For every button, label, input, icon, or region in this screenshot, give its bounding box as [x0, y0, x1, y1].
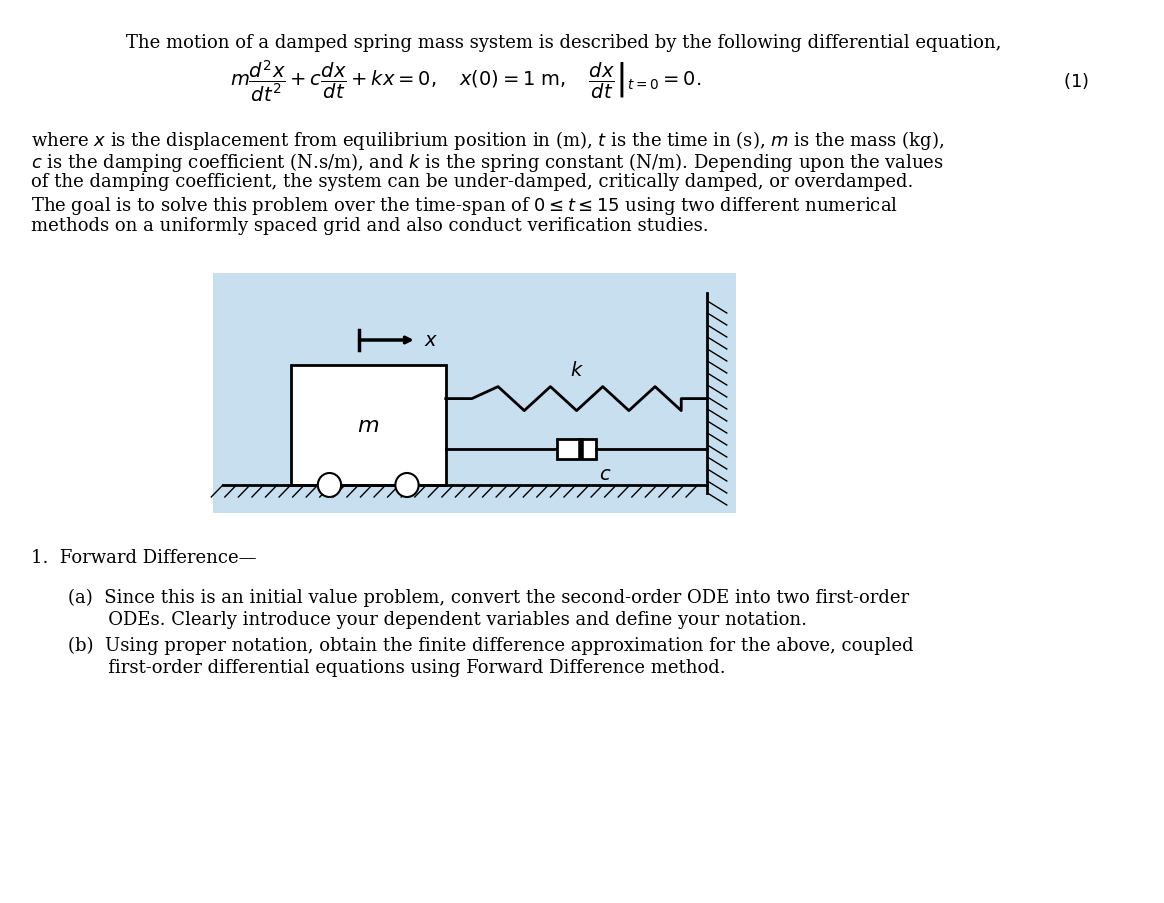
- Text: $c$ is the damping coefficient (N.s/m), and $k$ is the spring constant (N/m). De: $c$ is the damping coefficient (N.s/m), …: [31, 151, 944, 173]
- FancyBboxPatch shape: [213, 274, 737, 514]
- Text: $m$: $m$: [357, 414, 379, 436]
- Text: (b)  Using proper notation, obtain the finite difference approximation for the a: (b) Using proper notation, obtain the fi…: [68, 637, 914, 655]
- Text: The motion of a damped spring mass system is described by the following differen: The motion of a damped spring mass syste…: [126, 34, 1002, 52]
- Circle shape: [396, 473, 419, 498]
- Text: The goal is to solve this problem over the time-span of $0 \leq t \leq 15$ using: The goal is to solve this problem over t…: [31, 195, 899, 217]
- Text: methods on a uniformly spaced grid and also conduct verification studies.: methods on a uniformly spaced grid and a…: [31, 217, 709, 235]
- Text: $(1)$: $(1)$: [1063, 71, 1088, 91]
- Text: first-order differential equations using Forward Difference method.: first-order differential equations using…: [68, 658, 725, 676]
- Text: $x$: $x$: [425, 331, 439, 349]
- Text: where $x$ is the displacement from equilibrium position in (m), $t$ is the time : where $x$ is the displacement from equil…: [31, 129, 944, 152]
- Bar: [558, 440, 596, 460]
- Text: (a)  Since this is an initial value problem, convert the second-order ODE into t: (a) Since this is an initial value probl…: [68, 589, 909, 607]
- Text: $m\dfrac{d^2x}{dt^2} + c\dfrac{dx}{dt} + kx = 0,$$\quad x(0) = 1\ \mathrm{m},$$\: $m\dfrac{d^2x}{dt^2} + c\dfrac{dx}{dt} +…: [229, 58, 701, 104]
- Text: 1.  Forward Difference—: 1. Forward Difference—: [31, 548, 256, 566]
- Bar: [291, 366, 446, 486]
- Text: $c$: $c$: [599, 465, 612, 483]
- Text: ODEs. Clearly introduce your dependent variables and define your notation.: ODEs. Clearly introduce your dependent v…: [68, 610, 807, 628]
- Text: of the damping coefficient, the system can be under-damped, critically damped, o: of the damping coefficient, the system c…: [31, 172, 914, 191]
- Circle shape: [318, 473, 341, 498]
- Text: $k$: $k$: [569, 360, 583, 379]
